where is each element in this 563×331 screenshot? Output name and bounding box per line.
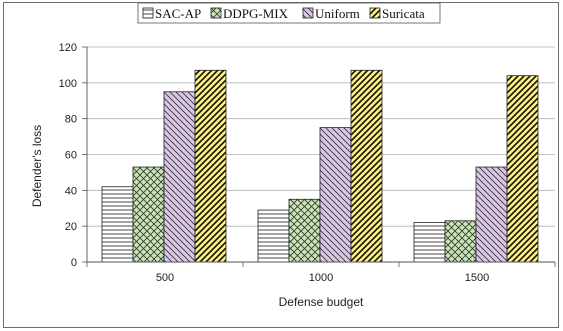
legend-label: Uniform bbox=[315, 6, 360, 21]
x-axis-title: Defense budget bbox=[279, 295, 364, 309]
y-tick-label: 120 bbox=[59, 42, 77, 54]
y-tick-label: 20 bbox=[65, 221, 77, 233]
y-tick-labels: 0 20 40 60 80 100 120 bbox=[59, 42, 77, 269]
y-tick-label: 40 bbox=[65, 185, 77, 197]
y-tick-label: 60 bbox=[65, 150, 77, 162]
bar-sac-ap-500 bbox=[101, 186, 134, 263]
legend-swatch-ddpg-mix bbox=[210, 7, 222, 19]
legend-label: Suricata bbox=[382, 6, 425, 21]
bar-ddpg-mix-1000 bbox=[288, 198, 321, 263]
x-tick-labels: 500 1000 1500 bbox=[156, 272, 489, 284]
bar-ddpg-mix-500 bbox=[132, 166, 165, 263]
bar-suricata-500 bbox=[194, 69, 227, 263]
legend: SAC-AP DDPG-MIX Uniform Suricata bbox=[137, 2, 441, 24]
legend-swatch-sac-ap bbox=[142, 7, 154, 19]
bars bbox=[101, 69, 539, 263]
bar-sac-ap-1000 bbox=[257, 209, 290, 263]
legend-swatch-suricata bbox=[369, 7, 381, 19]
legend-label: DDPG-MIX bbox=[223, 6, 289, 21]
bar-uniform-1500 bbox=[475, 166, 508, 263]
x-tick-label: 500 bbox=[156, 272, 174, 284]
x-tick-label: 1500 bbox=[465, 272, 489, 284]
bar-sac-ap-1500 bbox=[413, 222, 446, 263]
bar-uniform-1000 bbox=[319, 127, 352, 263]
bar-ddpg-mix-1500 bbox=[444, 220, 477, 263]
bar-suricata-1000 bbox=[350, 69, 383, 263]
y-tick-label: 0 bbox=[71, 257, 77, 269]
y-tick-label: 100 bbox=[59, 78, 77, 90]
chart-frame bbox=[3, 2, 559, 328]
y-axis-title: Defender's loss bbox=[30, 125, 44, 207]
bar-uniform-500 bbox=[163, 91, 196, 263]
y-tick-label: 80 bbox=[65, 114, 77, 126]
legend-label: SAC-AP bbox=[155, 6, 201, 21]
axes bbox=[86, 47, 556, 267]
x-tick-label: 1000 bbox=[309, 272, 333, 284]
legend-swatch-uniform bbox=[302, 7, 314, 19]
bar-suricata-1500 bbox=[506, 75, 539, 263]
